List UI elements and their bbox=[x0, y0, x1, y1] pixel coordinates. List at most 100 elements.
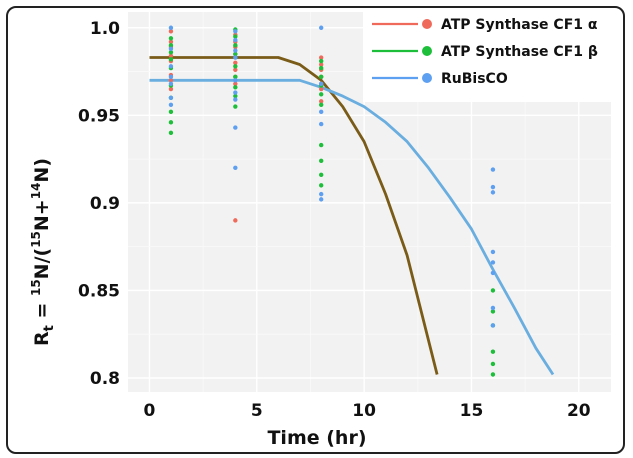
legend-marker bbox=[422, 73, 432, 83]
x-tick-label: 5 bbox=[251, 401, 263, 421]
fit-curve bbox=[149, 78, 555, 376]
data-point bbox=[319, 142, 324, 148]
data-point bbox=[319, 121, 324, 127]
data-point bbox=[319, 25, 324, 30]
data-point bbox=[233, 74, 238, 79]
data-point bbox=[168, 130, 174, 136]
data-point bbox=[168, 25, 174, 30]
data-point bbox=[168, 78, 174, 83]
data-point bbox=[168, 57, 174, 62]
legend-label: ATP Synthase CF1 α bbox=[441, 17, 598, 33]
x-tick-label: 0 bbox=[144, 401, 156, 421]
legend-box bbox=[363, 10, 613, 102]
data-point bbox=[168, 36, 174, 41]
data-point bbox=[233, 43, 238, 48]
chart-svg: 0 5 10 15 20 0.8 0.85 0.9 0.95 1.0 Time (hr) Rt … bbox=[29, 10, 613, 449]
data-point bbox=[233, 29, 238, 34]
svg-text:Rt = 15N/(15N+14N): Rt = 15N/(15N+14N) bbox=[29, 158, 57, 346]
data-point bbox=[490, 270, 496, 276]
data-point bbox=[319, 183, 324, 188]
data-point bbox=[319, 62, 324, 67]
data-point bbox=[233, 34, 238, 39]
legend-marker bbox=[422, 19, 432, 29]
data-point bbox=[233, 125, 238, 130]
legend-item: ATP Synthase CF1 α bbox=[372, 17, 598, 33]
data-point bbox=[233, 51, 238, 57]
legend-item: ATP Synthase CF1 β bbox=[372, 44, 598, 60]
data-point bbox=[168, 86, 174, 92]
y-tick-label: 0.9 bbox=[90, 194, 120, 214]
data-point bbox=[490, 167, 496, 172]
data-point bbox=[490, 349, 496, 354]
data-point bbox=[233, 97, 238, 102]
data-point bbox=[233, 67, 238, 72]
data-point bbox=[233, 218, 238, 223]
y-tick-label: 0.95 bbox=[78, 106, 120, 126]
figure-frame: 0 5 10 15 20 0.8 0.85 0.9 0.95 1.0 Time (hr) Rt … bbox=[6, 6, 625, 454]
x-tick-label: 10 bbox=[352, 401, 376, 421]
legend-item: RuBisCO bbox=[372, 71, 508, 87]
data-point bbox=[168, 53, 174, 58]
fit-curves bbox=[149, 56, 555, 376]
x-tick-labels: 0 5 10 15 20 bbox=[144, 401, 591, 421]
data-point bbox=[319, 92, 324, 97]
data-point bbox=[490, 184, 496, 190]
data-point bbox=[233, 64, 238, 69]
data-point bbox=[233, 165, 238, 171]
data-point bbox=[319, 102, 324, 108]
data-point bbox=[490, 190, 496, 195]
data-point bbox=[233, 60, 238, 65]
legend-marker bbox=[422, 46, 432, 56]
data-point bbox=[233, 104, 238, 109]
data-point bbox=[168, 43, 174, 48]
y-axis-title: Rt = 15N/(15N+14N) bbox=[29, 158, 57, 346]
data-point bbox=[490, 323, 496, 328]
data-point bbox=[319, 81, 324, 86]
data-point bbox=[319, 55, 324, 60]
data-point bbox=[319, 99, 324, 104]
data-point bbox=[168, 95, 174, 101]
data-point bbox=[490, 305, 496, 311]
data-point bbox=[168, 102, 174, 108]
data-point bbox=[168, 81, 174, 86]
x-tick-label: 15 bbox=[460, 401, 484, 421]
y-tick-labels: 0.8 0.85 0.9 0.95 1.0 bbox=[78, 19, 120, 389]
x-tick-label: 20 bbox=[567, 401, 591, 421]
data-point bbox=[319, 86, 324, 92]
data-point bbox=[490, 361, 496, 367]
data-point bbox=[233, 37, 238, 43]
data-point bbox=[168, 50, 174, 55]
data-point bbox=[490, 309, 496, 314]
data-point bbox=[233, 78, 238, 83]
data-point bbox=[168, 120, 174, 125]
data-point bbox=[490, 249, 496, 255]
data-point bbox=[319, 172, 324, 178]
data-point bbox=[168, 109, 174, 115]
data-point bbox=[168, 74, 174, 79]
data-points bbox=[168, 25, 496, 377]
x-axis-title: Time (hr) bbox=[267, 427, 366, 449]
data-point bbox=[319, 158, 324, 164]
data-point bbox=[490, 372, 496, 377]
y-tick-label: 1.0 bbox=[90, 19, 120, 39]
fit-curve bbox=[149, 56, 439, 375]
data-point bbox=[319, 109, 324, 115]
data-point bbox=[168, 46, 174, 51]
y-tick-label: 0.8 bbox=[90, 369, 120, 389]
legend-label: RuBisCO bbox=[441, 71, 508, 87]
data-point bbox=[233, 93, 238, 99]
legend-label: ATP Synthase CF1 β bbox=[441, 44, 598, 60]
data-point bbox=[490, 260, 496, 265]
y-tick-label: 0.85 bbox=[78, 281, 120, 301]
data-point bbox=[233, 81, 238, 86]
data-point bbox=[233, 85, 238, 90]
data-point bbox=[319, 65, 324, 71]
legend: ATP Synthase CF1 α ATP Synthase CF1 β RuBi… bbox=[363, 10, 613, 102]
data-point bbox=[490, 288, 496, 293]
data-point bbox=[319, 191, 324, 197]
data-point bbox=[168, 39, 174, 44]
data-point bbox=[168, 64, 174, 69]
data-point bbox=[319, 197, 324, 202]
data-point bbox=[233, 55, 238, 60]
data-point bbox=[319, 58, 324, 64]
